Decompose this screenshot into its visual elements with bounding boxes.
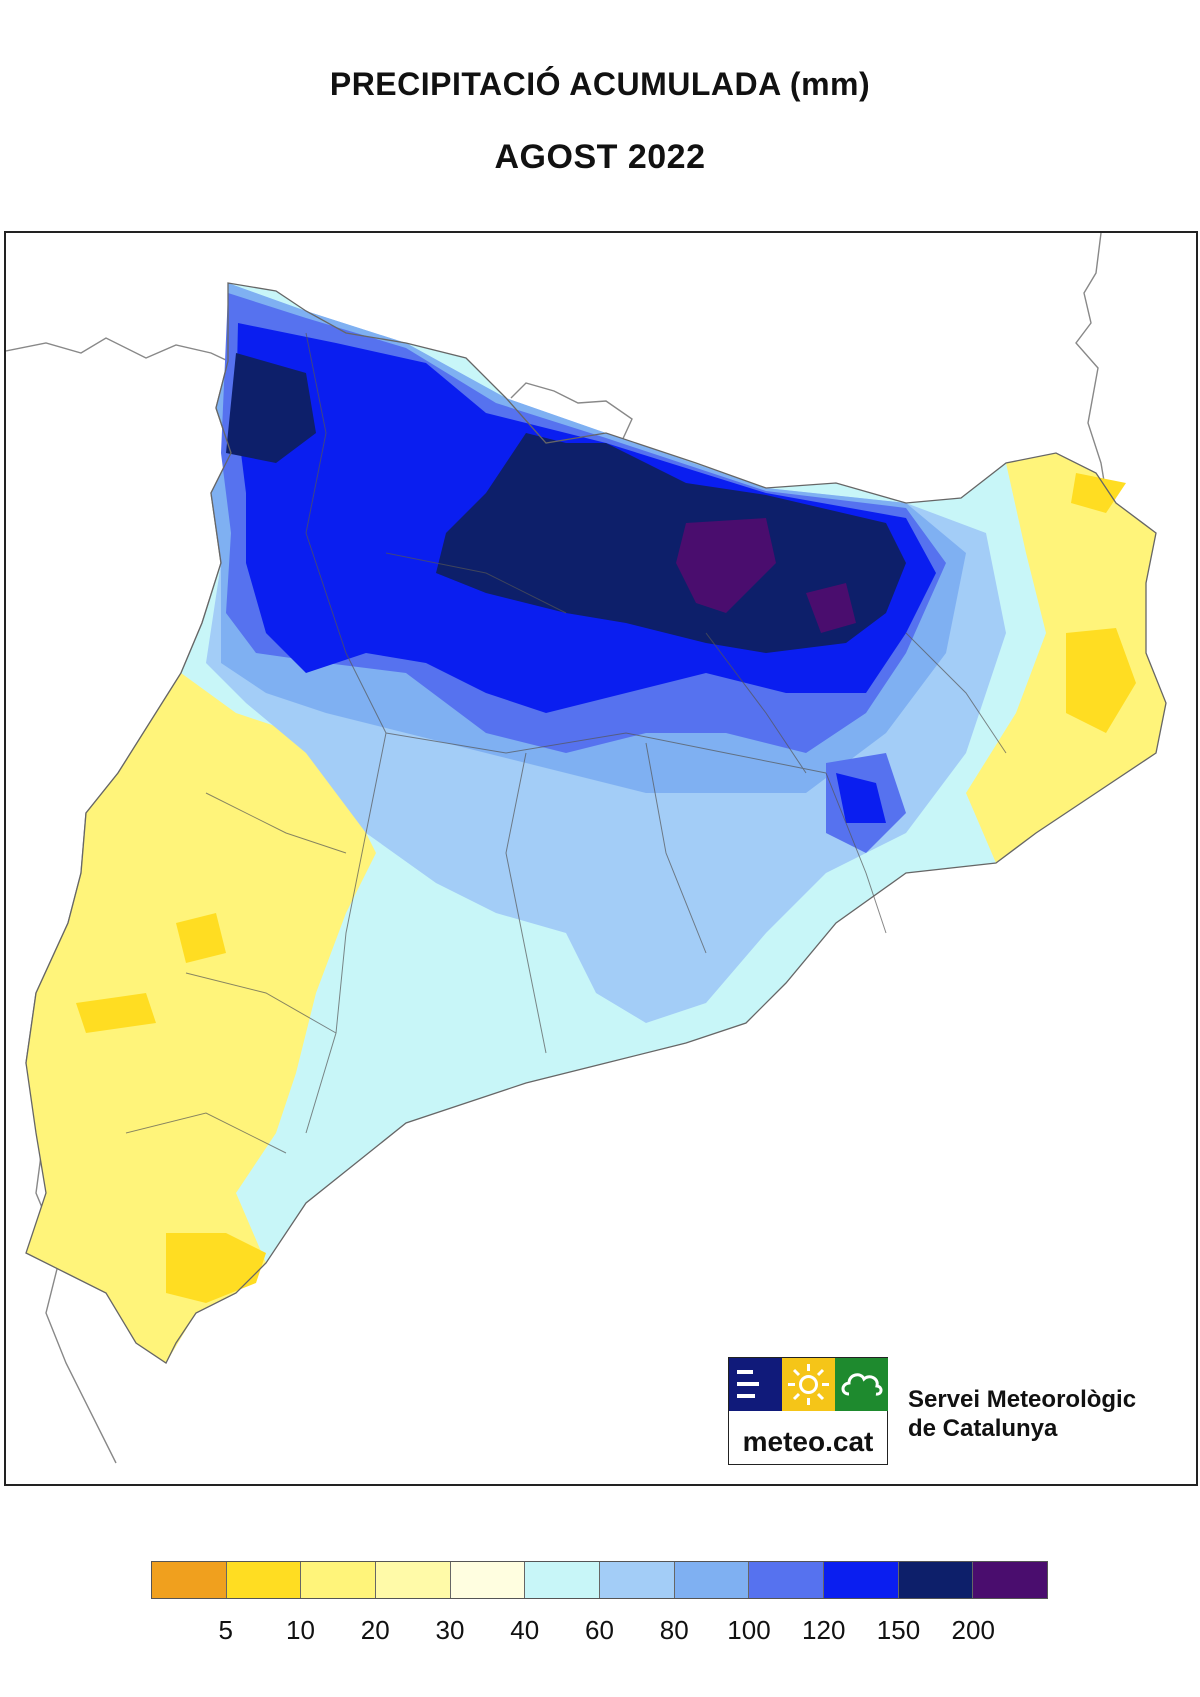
legend-swatch — [749, 1562, 825, 1598]
precipitation-map — [6, 233, 1167, 1464]
legend-labels: 5 10 20 30 40 60 80 100 120 150 200 — [0, 1615, 1200, 1655]
legend-label: 150 — [876, 1615, 921, 1645]
france-border-west — [6, 337, 229, 362]
county-line-9 — [125, 1112, 287, 1154]
legend-color-bar — [151, 1561, 1048, 1599]
field-east-driest — [1066, 473, 1136, 733]
legend-swatch — [450, 1562, 526, 1598]
legend-label: 200 — [951, 1615, 995, 1645]
legend-swatch — [898, 1562, 974, 1598]
legend-swatch — [674, 1562, 750, 1598]
legend-label: 40 — [510, 1615, 540, 1645]
county-line-1 — [305, 332, 387, 734]
county-line-6 — [825, 772, 887, 934]
legend-label: 60 — [585, 1615, 614, 1645]
legend-swatch — [301, 1562, 377, 1598]
legend-label: 100 — [727, 1615, 771, 1645]
county-line-8 — [185, 972, 337, 1034]
county-line-10 — [385, 552, 567, 614]
map-title: PRECIPITACIÓ ACUMULADA (mm) — [329, 66, 871, 102]
legend-label: 10 — [286, 1615, 315, 1645]
france-border-east — [1075, 233, 1107, 494]
county-line-11 — [705, 632, 807, 774]
county-line-4 — [505, 752, 547, 1054]
county-line-5 — [645, 742, 707, 954]
legend-label: 5 — [218, 1615, 233, 1645]
organization-name: Servei Meteorològic de Catalunya — [908, 1385, 1136, 1443]
field-west-dry — [26, 673, 376, 1363]
legend-label: 20 — [360, 1615, 390, 1645]
org-line-2: de Catalunya — [908, 1415, 1058, 1442]
legend-swatch — [226, 1562, 302, 1598]
map-subtitle: AGOST 2022 — [494, 138, 706, 176]
catalonia-outline — [25, 282, 1167, 1364]
precipitation-fields — [26, 283, 1166, 1363]
legend-swatch — [525, 1562, 601, 1598]
logo-url-text: meteo.cat — [742, 1426, 874, 1457]
county-line-2 — [305, 732, 387, 1134]
legend-swatch — [973, 1562, 1048, 1598]
county-line-7 — [205, 792, 347, 854]
sun-icon — [782, 1358, 835, 1411]
legend-label: 120 — [802, 1615, 846, 1645]
legend-swatch — [376, 1562, 451, 1598]
legend-label: 80 — [659, 1615, 689, 1645]
field-west-driest — [76, 913, 266, 1303]
county-line-3 — [385, 732, 827, 774]
legend-label: 30 — [435, 1615, 465, 1645]
legend-swatch — [600, 1562, 675, 1598]
legend-swatch — [152, 1562, 227, 1598]
org-line-1: Servei Meteorològic — [908, 1386, 1137, 1413]
legend-swatch — [824, 1562, 899, 1598]
field-200mm — [676, 518, 856, 633]
county-borders — [125, 332, 1007, 1154]
county-line-12 — [905, 632, 1007, 754]
meteocat-logo: meteo.cat — [728, 1357, 888, 1465]
map-frame — [4, 231, 1198, 1486]
waves-icon — [729, 1358, 782, 1411]
cloud-icon — [835, 1358, 888, 1411]
